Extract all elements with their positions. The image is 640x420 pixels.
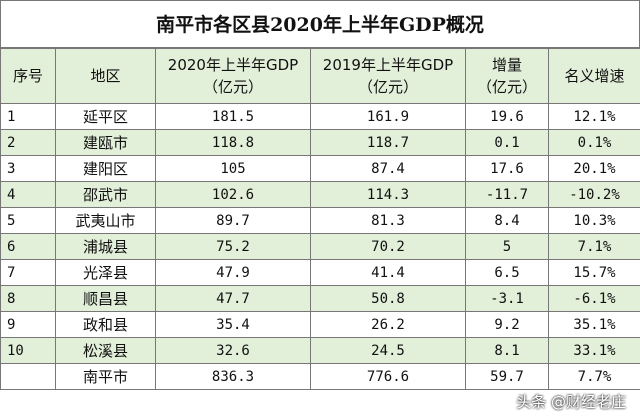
table-cell: 836.3	[155, 363, 311, 390]
header-cell: 地区	[55, 48, 156, 104]
table-cell: 南平市	[55, 363, 156, 390]
table-cell: 邵武市	[55, 181, 156, 208]
table-cell: -6.1%	[548, 285, 640, 312]
table-cell: 17.6	[465, 155, 549, 182]
table-cell: 9	[0, 311, 56, 338]
table-cell: 35.4	[155, 311, 311, 338]
table-row: 4 邵武市 102.6 114.3 -11.7 -10.2%	[0, 181, 640, 208]
table-cell: 5	[465, 233, 549, 260]
table-cell: 75.2	[155, 233, 311, 260]
header-line: （亿元）	[476, 78, 537, 96]
table-cell: 7.1%	[548, 233, 640, 260]
header-line: （亿元）	[357, 78, 418, 96]
watermark: 头条 @财经老庄	[516, 393, 626, 411]
table-cell: 8.4	[465, 207, 549, 234]
table-cell: 6	[0, 233, 56, 260]
gdp-table: 序号 地区 2020年上半年GDP （亿元） 2019年上半年GDP （亿元） 增量 （亿元）…	[0, 48, 640, 390]
header-row: 序号 地区 2020年上半年GDP （亿元） 2019年上半年GDP （亿元） 增量 （亿元）…	[0, 48, 640, 104]
table-cell: 9.2	[465, 311, 549, 338]
table-cell: 7	[0, 259, 56, 286]
table-cell: 35.1%	[548, 311, 640, 338]
header-cell: 名义增速	[548, 48, 640, 104]
table-cell: 6.5	[465, 259, 549, 286]
table-cell: 87.4	[310, 155, 466, 182]
table-cell: 59.7	[465, 363, 549, 390]
header-line: （亿元）	[202, 78, 263, 96]
table-cell: 10	[0, 337, 56, 364]
table-cell: -11.7	[465, 181, 549, 208]
table-cell: -3.1	[465, 285, 549, 312]
table-cell: 武夷山市	[55, 207, 156, 234]
table-cell	[0, 363, 56, 390]
table-cell: 延平区	[55, 103, 156, 130]
header-line: 2020年上半年GDP	[167, 56, 299, 74]
table-cell: 3	[0, 155, 56, 182]
table-body: 1 延平区 181.5 161.9 19.6 12.1% 2 建瓯市 118.8 118.7 0.1…	[0, 103, 640, 390]
table-cell: 8	[0, 285, 56, 312]
table-cell: 47.9	[155, 259, 311, 286]
table-title: 南平市各区县2020年上半年GDP概况	[0, 0, 640, 48]
table-cell: 顺昌县	[55, 285, 156, 312]
table-cell: 19.6	[465, 103, 549, 130]
table-cell: 114.3	[310, 181, 466, 208]
header-line: 序号	[12, 67, 43, 85]
table-cell: 10.3%	[548, 207, 640, 234]
header-cell: 2019年上半年GDP （亿元）	[310, 48, 466, 104]
table-cell: 1	[0, 103, 56, 130]
table-cell: 4	[0, 181, 56, 208]
table-cell: 12.1%	[548, 103, 640, 130]
table-cell: 24.5	[310, 337, 466, 364]
header-line: 地区	[90, 67, 121, 85]
table-cell: 118.7	[310, 129, 466, 156]
table-cell: 32.6	[155, 337, 311, 364]
table-cell: -10.2%	[548, 181, 640, 208]
table-cell: 20.1%	[548, 155, 640, 182]
table-row: 6 浦城县 75.2 70.2 5 7.1%	[0, 233, 640, 260]
table-cell: 81.3	[310, 207, 466, 234]
table-cell: 41.4	[310, 259, 466, 286]
table-cell: 181.5	[155, 103, 311, 130]
table-cell: 118.8	[155, 129, 311, 156]
table-cell: 47.7	[155, 285, 311, 312]
table-cell: 105	[155, 155, 311, 182]
table-cell: 70.2	[310, 233, 466, 260]
table-cell: 8.1	[465, 337, 549, 364]
header-cell: 增量 （亿元）	[465, 48, 549, 104]
header-line: 增量	[491, 56, 522, 74]
table-row: 9 政和县 35.4 26.2 9.2 35.1%	[0, 311, 640, 338]
table-cell: 建瓯市	[55, 129, 156, 156]
table-cell: 松溪县	[55, 337, 156, 364]
header-cell: 2020年上半年GDP （亿元）	[155, 48, 311, 104]
table-row: 3 建阳区 105 87.4 17.6 20.1%	[0, 155, 640, 182]
table-row: 5 武夷山市 89.7 81.3 8.4 10.3%	[0, 207, 640, 234]
table-cell: 776.6	[310, 363, 466, 390]
table-cell: 建阳区	[55, 155, 156, 182]
table-cell: 5	[0, 207, 56, 234]
table-cell: 7.7%	[548, 363, 640, 390]
table-cell: 33.1%	[548, 337, 640, 364]
table-row: 1 延平区 181.5 161.9 19.6 12.1%	[0, 103, 640, 130]
table-cell: 2	[0, 129, 56, 156]
table-cell: 浦城县	[55, 233, 156, 260]
table-cell: 0.1	[465, 129, 549, 156]
table-cell: 161.9	[310, 103, 466, 130]
table-cell: 102.6	[155, 181, 311, 208]
table-cell: 15.7%	[548, 259, 640, 286]
table-cell: 50.8	[310, 285, 466, 312]
table-row: 10 松溪县 32.6 24.5 8.1 33.1%	[0, 337, 640, 364]
table-cell: 光泽县	[55, 259, 156, 286]
table-row: 南平市 836.3 776.6 59.7 7.7%	[0, 363, 640, 390]
table-cell: 26.2	[310, 311, 466, 338]
header-line: 名义增速	[564, 67, 625, 85]
table-cell: 0.1%	[548, 129, 640, 156]
table-cell: 89.7	[155, 207, 311, 234]
header-line: 2019年上半年GDP	[322, 56, 454, 74]
table-row: 8 顺昌县 47.7 50.8 -3.1 -6.1%	[0, 285, 640, 312]
table-row: 2 建瓯市 118.8 118.7 0.1 0.1%	[0, 129, 640, 156]
header-cell: 序号	[0, 48, 56, 104]
table-cell: 政和县	[55, 311, 156, 338]
table-row: 7 光泽县 47.9 41.4 6.5 15.7%	[0, 259, 640, 286]
